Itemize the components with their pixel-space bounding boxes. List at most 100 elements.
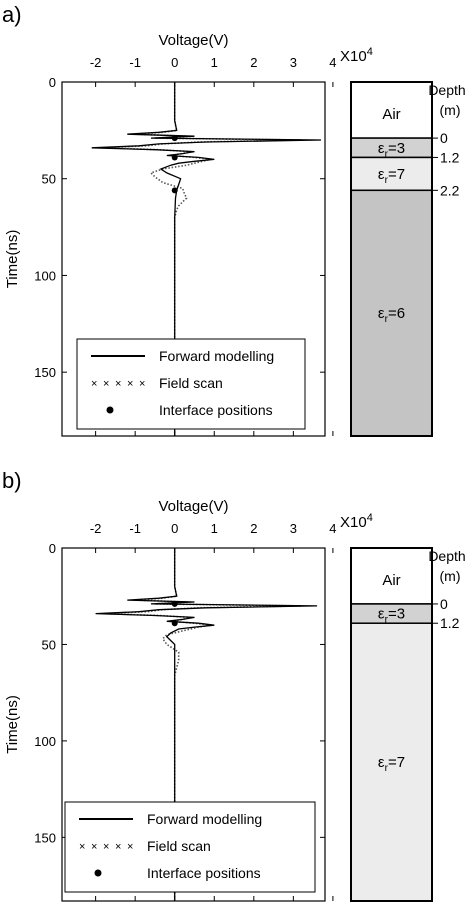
legend-label: Forward modelling [159, 348, 274, 364]
x-multiplier-exponent: 4 [367, 46, 373, 58]
legend-swatch-dot [106, 406, 114, 414]
layer-rect [350, 189, 433, 437]
x-tick-label: -1 [129, 55, 141, 70]
panel-label: b) [2, 468, 22, 493]
layer-label: Air [382, 572, 400, 589]
layer-column-frame [350, 547, 433, 902]
layer-label-symbol: ε [378, 754, 385, 771]
x-tick-label: 3 [290, 521, 297, 536]
legend-label: Field scan [159, 375, 223, 391]
layer-label-sub: r [385, 615, 389, 626]
y-tick-label: 150 [34, 830, 56, 845]
x-tick-label: 2 [250, 521, 257, 536]
x-multiplier-label: X104 [340, 512, 373, 531]
legend-swatch-cross: × [91, 841, 97, 853]
layer-label-value: =6 [388, 305, 405, 322]
legend-swatch-cross: × [91, 378, 97, 390]
x-multiplier-base: X10 [340, 48, 367, 65]
legend-swatch-cross: × [127, 378, 133, 390]
layer-label: Air [382, 106, 400, 123]
x-tick-label: 3 [290, 55, 297, 70]
layer-label-symbol: ε [378, 606, 385, 623]
x-axis-label: Voltage(V) [158, 498, 228, 515]
y-tick-label: 50 [42, 637, 56, 652]
y-tick-label: 150 [34, 365, 56, 380]
x-axis-label: Voltage(V) [158, 32, 228, 49]
depth-mark-label: 0 [440, 130, 448, 146]
panel-label: a) [2, 2, 22, 27]
x-tick-label: -2 [90, 521, 102, 536]
x-tick-label: -2 [90, 55, 102, 70]
legend: Forward modelling × × × × × Field scan Interfac… [64, 801, 316, 893]
series-forward-modelling [91, 82, 322, 436]
layer-label-value: =7 [388, 754, 405, 771]
layer-label: εr=7 [378, 754, 405, 774]
interface-point [171, 135, 178, 142]
depth-mark-label: 1.2 [440, 149, 460, 165]
legend-swatch-cross: × [103, 841, 109, 853]
chart-panel-b: b)Voltage(V)X104-2 -1 0 1 2 3 4050100150Time(n… [2, 468, 466, 902]
depth-unit: (m) [440, 568, 461, 584]
x-tick-label: 0 [171, 521, 178, 536]
interface-point [171, 620, 178, 627]
layer-label: εr=6 [378, 305, 405, 325]
y-tick-label: 50 [42, 172, 56, 187]
x-tick-label: 2 [250, 55, 257, 70]
legend-swatch-cross: × [115, 378, 121, 390]
layer-column-frame [350, 81, 433, 437]
legend-label: Field scan [147, 838, 211, 854]
layer-label-value: =3 [388, 606, 405, 623]
x-tick-label: -1 [129, 521, 141, 536]
layer-rect [350, 156, 433, 192]
depth-mark-label: 1.2 [440, 615, 460, 631]
legend-swatch-cross: × [79, 841, 85, 853]
y-tick-label: 0 [49, 541, 56, 556]
layer-label-value: =7 [388, 166, 405, 183]
layer-label-sub: r [385, 175, 389, 186]
layer-label-value: =3 [388, 140, 405, 157]
x-multiplier-label: X104 [340, 46, 373, 65]
layer-label-symbol: ε [378, 166, 385, 183]
y-tick-label: 100 [34, 734, 56, 749]
depth-mark-label: 0 [440, 596, 448, 612]
legend-swatch-dot [94, 869, 102, 877]
layer-label-sub: r [385, 149, 389, 160]
layer-label: εr=7 [378, 166, 405, 186]
depth-header: Depth [428, 548, 465, 564]
depth-unit: (m) [440, 102, 461, 118]
x-tick-label: 1 [211, 521, 218, 536]
x-tick-label: 4 [329, 55, 336, 70]
legend-swatch-cross: × [139, 378, 145, 390]
legend-swatch-cross: × [115, 841, 121, 853]
interface-point [171, 187, 178, 194]
layer-label: εr=3 [378, 140, 405, 160]
y-axis-label: Time(ns) [4, 695, 21, 754]
interface-point [171, 600, 178, 607]
legend-box [76, 338, 306, 430]
layer-label-sub: r [385, 314, 389, 325]
depth-header: Depth [428, 82, 465, 98]
x-tick-label: 1 [211, 55, 218, 70]
legend: Forward modelling × × × × × Field scan Interfac… [76, 338, 306, 430]
plot-frame [61, 81, 326, 437]
layer-label: εr=3 [378, 606, 405, 626]
legend-swatch-cross: × [103, 378, 109, 390]
depth-mark-label: 2.2 [440, 182, 460, 198]
x-multiplier-base: X10 [340, 514, 367, 531]
x-multiplier-exponent: 4 [367, 512, 373, 524]
x-tick-label: 0 [171, 55, 178, 70]
legend-label: Interface positions [147, 865, 261, 881]
y-tick-label: 100 [34, 268, 56, 283]
layer-rect [350, 622, 433, 902]
y-axis-label: Time(ns) [4, 230, 21, 289]
plot-frame [61, 547, 326, 902]
interface-point [171, 154, 178, 161]
legend-swatch-cross: × [127, 841, 133, 853]
chart-panel-a: a)Voltage(V)X104-2 -1 0 1 2 3 4050100150Time(n… [2, 2, 466, 437]
x-tick-label: 4 [329, 521, 336, 536]
y-tick-label: 0 [49, 75, 56, 90]
layer-label-symbol: ε [378, 305, 385, 322]
